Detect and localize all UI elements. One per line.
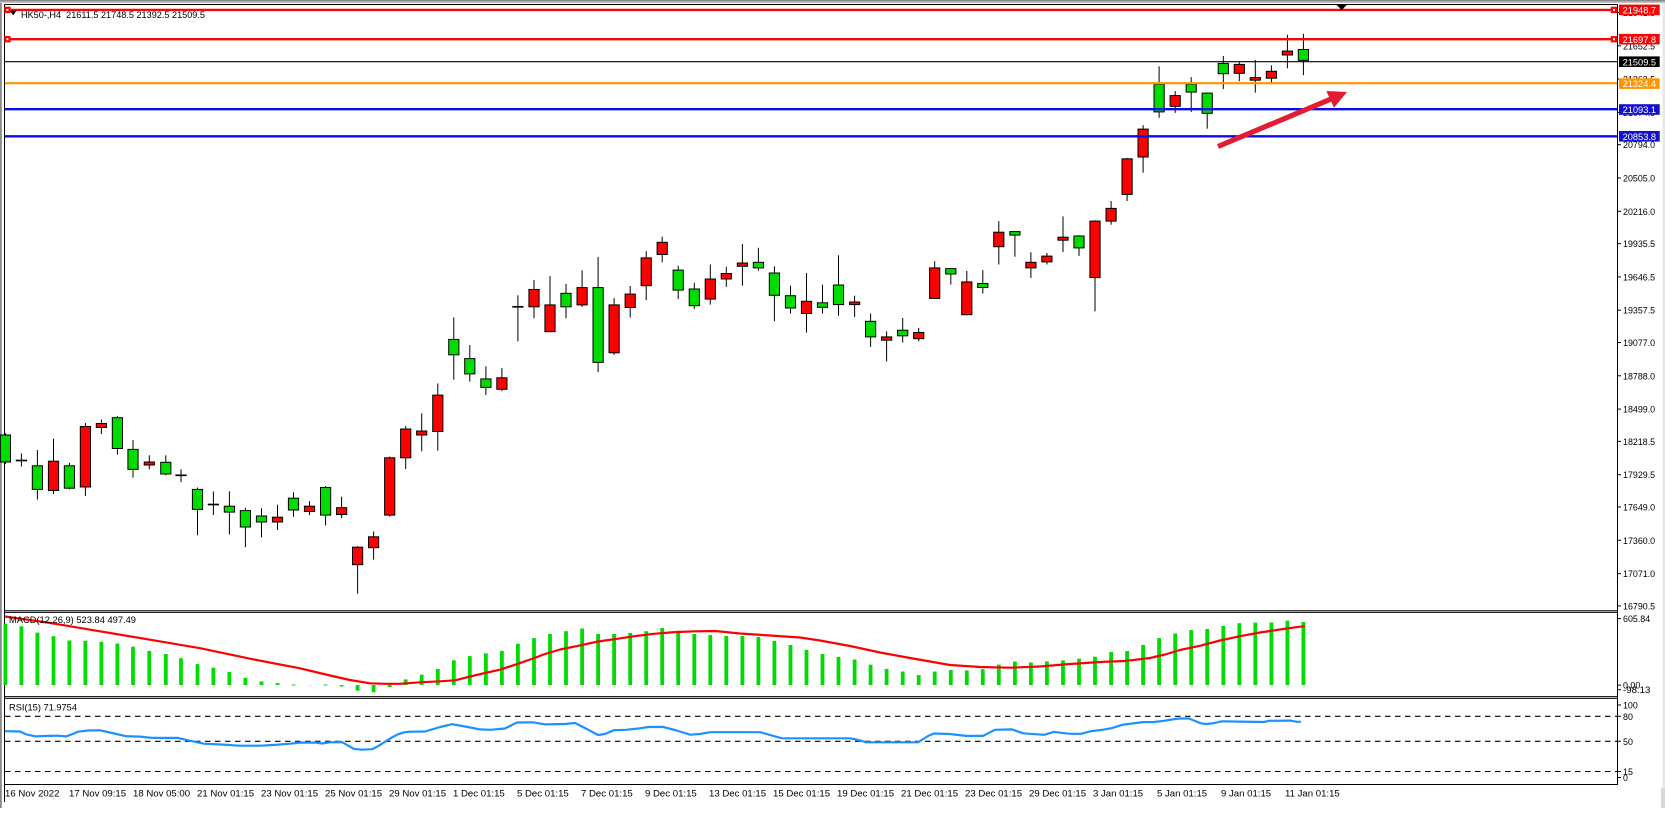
svg-text:1 Dec 01:15: 1 Dec 01:15 (453, 789, 505, 800)
svg-text:MACD(12,26,9) 523.84 497.49: MACD(12,26,9) 523.84 497.49 (9, 615, 136, 626)
svg-text:15 Dec 01:15: 15 Dec 01:15 (773, 789, 830, 800)
svg-text:9 Dec 01:15: 9 Dec 01:15 (645, 789, 697, 800)
svg-text:0: 0 (1623, 773, 1628, 784)
svg-text:11 Jan 01:15: 11 Jan 01:15 (1285, 789, 1340, 800)
svg-text:20216.0: 20216.0 (1623, 207, 1655, 218)
svg-text:19077.0: 19077.0 (1623, 338, 1655, 349)
svg-text:16 Nov 2022: 16 Nov 2022 (5, 789, 59, 800)
svg-text:18499.0: 18499.0 (1623, 405, 1655, 416)
svg-text:19357.5: 19357.5 (1623, 306, 1655, 317)
svg-text:29 Dec 01:15: 29 Dec 01:15 (1029, 789, 1086, 800)
svg-text:16790.5: 16790.5 (1623, 601, 1655, 612)
svg-text:20505.0: 20505.0 (1623, 174, 1655, 185)
svg-text:50: 50 (1623, 737, 1633, 748)
svg-text:17360.0: 17360.0 (1623, 536, 1655, 547)
svg-text:80: 80 (1623, 712, 1633, 723)
svg-text:17649.0: 17649.0 (1623, 503, 1655, 514)
svg-text:21093.1: 21093.1 (1623, 105, 1657, 116)
svg-text:17 Nov 09:15: 17 Nov 09:15 (69, 789, 126, 800)
svg-text:25 Nov 01:15: 25 Nov 01:15 (325, 789, 382, 800)
svg-text:17929.5: 17929.5 (1623, 470, 1655, 481)
svg-text:-98.13: -98.13 (1623, 685, 1650, 696)
svg-text:19 Dec 01:15: 19 Dec 01:15 (837, 789, 894, 800)
svg-text:9 Jan 01:15: 9 Jan 01:15 (1221, 789, 1271, 800)
svg-text:18218.5: 18218.5 (1623, 437, 1655, 448)
svg-text:18 Nov 05:00: 18 Nov 05:00 (133, 789, 190, 800)
svg-text:29 Nov 01:15: 29 Nov 01:15 (389, 789, 446, 800)
svg-text:RSI(15) 71.9754: RSI(15) 71.9754 (9, 703, 78, 714)
svg-text:21697.8: 21697.8 (1623, 35, 1657, 46)
svg-text:23 Dec 01:15: 23 Dec 01:15 (965, 789, 1022, 800)
svg-text:3 Jan 01:15: 3 Jan 01:15 (1093, 789, 1143, 800)
svg-text:21324.4: 21324.4 (1623, 79, 1657, 90)
svg-text:100: 100 (1623, 701, 1638, 712)
svg-text:605.84: 605.84 (1623, 614, 1651, 625)
svg-text:21 Nov 01:15: 21 Nov 01:15 (197, 789, 254, 800)
svg-text:21509.5: 21509.5 (1623, 57, 1657, 68)
svg-text:19935.5: 19935.5 (1623, 239, 1655, 250)
svg-text:20853.8: 20853.8 (1623, 132, 1657, 143)
svg-text:21 Dec 01:15: 21 Dec 01:15 (901, 789, 958, 800)
svg-text:21948.7: 21948.7 (1623, 6, 1657, 17)
svg-text:HK50-,H4 21611.5 21748.5 2139: HK50-,H4 21611.5 21748.5 21392.5 21509.5 (21, 10, 205, 21)
svg-text:19646.5: 19646.5 (1623, 272, 1655, 283)
svg-text:13 Dec 01:15: 13 Dec 01:15 (709, 789, 766, 800)
svg-text:5 Jan 01:15: 5 Jan 01:15 (1157, 789, 1207, 800)
svg-text:18788.0: 18788.0 (1623, 371, 1655, 382)
svg-text:7 Dec 01:15: 7 Dec 01:15 (581, 789, 633, 800)
svg-text:5 Dec 01:15: 5 Dec 01:15 (517, 789, 569, 800)
svg-text:23 Nov 01:15: 23 Nov 01:15 (261, 789, 318, 800)
svg-text:17071.0: 17071.0 (1623, 569, 1655, 580)
